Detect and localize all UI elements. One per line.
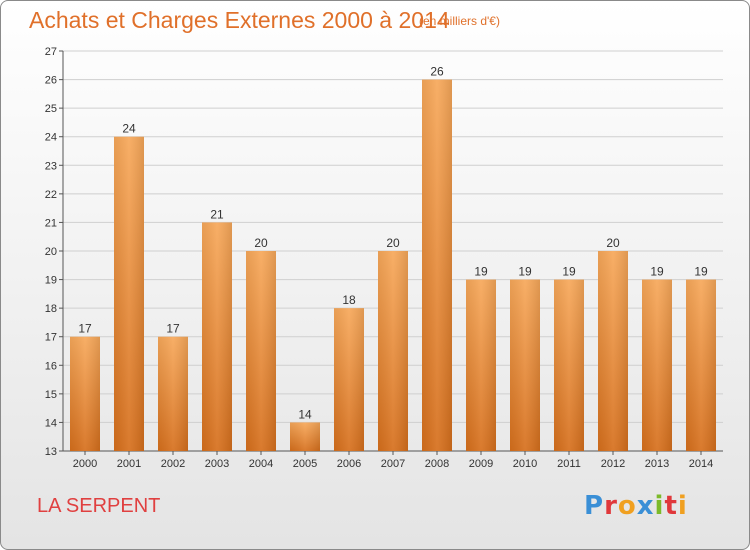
logo-letter: o xyxy=(617,491,637,521)
logo-letter: r xyxy=(604,491,618,521)
logo-letter: t xyxy=(664,491,678,521)
data-label: 19 xyxy=(694,265,708,279)
y-tick-label: 14 xyxy=(45,417,57,429)
y-tick-label: 16 xyxy=(45,360,57,372)
x-tick-label: 2007 xyxy=(381,458,405,470)
data-label: 26 xyxy=(430,65,444,79)
data-label: 19 xyxy=(518,265,532,279)
logo-letter: P xyxy=(584,491,605,521)
bar-shade xyxy=(422,79,452,452)
y-tick-label: 19 xyxy=(45,275,57,287)
y-tick-label: 20 xyxy=(45,246,57,258)
labels: 17 24 17 21 20 14 18 20 26 19 19 19 20 19 19 xyxy=(78,65,708,422)
y-tick-label: 26 xyxy=(45,75,57,87)
data-label: 20 xyxy=(606,236,620,250)
x-tick-label: 2001 xyxy=(117,458,141,470)
data-label: 21 xyxy=(210,207,224,221)
logo-letter: x xyxy=(636,491,655,521)
y-tick-label: 27 xyxy=(45,46,57,58)
bar-shade xyxy=(290,422,320,451)
x-tick-label: 2010 xyxy=(513,458,537,470)
x-tick-label: 2002 xyxy=(161,458,185,470)
data-label: 19 xyxy=(474,265,488,279)
x-tick-label: 2003 xyxy=(205,458,229,470)
bar-shade xyxy=(598,251,628,451)
y-tick-label: 25 xyxy=(45,103,57,115)
data-label: 24 xyxy=(122,122,136,136)
x-tick-label: 2000 xyxy=(73,458,97,470)
bar-shade xyxy=(642,279,672,451)
x-tick-label: 2004 xyxy=(249,458,273,470)
data-label: 20 xyxy=(386,236,400,250)
y-tick-label: 21 xyxy=(45,217,57,229)
y-tick-label: 18 xyxy=(45,303,57,315)
bar-shade xyxy=(70,336,100,451)
x-tick-label: 2012 xyxy=(601,458,625,470)
y-tick-label: 15 xyxy=(45,389,57,401)
x-tick-label: 2014 xyxy=(689,458,713,470)
bar-shade xyxy=(466,279,496,451)
logo-letter: i xyxy=(654,491,665,521)
x-tick-label: 2009 xyxy=(469,458,493,470)
bar-shade xyxy=(554,279,584,451)
chart-subtitle: (en milliers d'€) xyxy=(419,14,500,28)
y-tick-label: 22 xyxy=(45,189,57,201)
data-label: 18 xyxy=(342,293,356,307)
data-label: 17 xyxy=(78,322,92,336)
chart-title: Achats et Charges Externes 2000 à 2014 xyxy=(29,7,450,33)
data-label: 19 xyxy=(562,265,576,279)
bar-shade xyxy=(202,222,232,451)
proxiti-logo[interactable]: Proxiti xyxy=(584,491,688,521)
data-label: 20 xyxy=(254,236,268,250)
bar-shade xyxy=(246,251,276,451)
logo-letter: i xyxy=(677,491,688,521)
x-tick-label: 2005 xyxy=(293,458,317,470)
commune-name: LA SERPENT xyxy=(37,495,161,517)
x-tick-label: 2006 xyxy=(337,458,361,470)
data-label: 19 xyxy=(650,265,664,279)
data-label: 17 xyxy=(166,322,180,336)
bars xyxy=(70,79,716,452)
bar-shade xyxy=(158,336,188,451)
y-tick-label: 24 xyxy=(45,132,57,144)
x-tick-label: 2011 xyxy=(557,458,581,470)
data-label: 14 xyxy=(298,407,312,421)
bar-shade xyxy=(510,279,540,451)
y-tick-label: 17 xyxy=(45,332,57,344)
bar-shade xyxy=(378,251,408,451)
bar-shade xyxy=(686,279,716,451)
x-tick-label: 2013 xyxy=(645,458,669,470)
bar-shade xyxy=(334,308,364,451)
bar-shade xyxy=(114,136,144,451)
y-tick-label: 23 xyxy=(45,160,57,172)
x-tick-label: 2008 xyxy=(425,458,449,470)
y-tick-label: 13 xyxy=(45,446,57,458)
